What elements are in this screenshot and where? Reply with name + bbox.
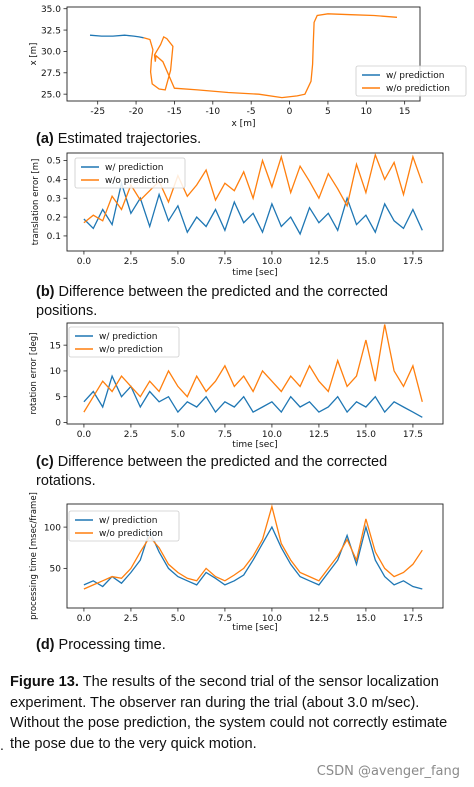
caption-b-text: Difference between the predicted and the… [36,284,388,319]
chart-3-series-1-line [83,374,423,418]
chart-2-x-tick-label: 5.0 [171,257,186,267]
chart-2-x-tick-label: 7.5 [218,257,232,267]
chart-2-y-tick-label: 0.1 [47,232,61,242]
chart-4-legend-label-1: w/ prediction [99,516,157,526]
chart-4-x-axis-label: time [sec] [232,623,277,633]
chart-4-x-tick-label: 7.5 [218,614,232,624]
chart-2-legend-label-1: w/ prediction [105,163,163,173]
chart-1-series-1-line [89,34,144,39]
chart-4-plot-frame [66,503,444,609]
chart-3-legend-label-2: w/o prediction [99,345,163,355]
figure-caption: Figure 13. The results of the second tri… [10,672,460,754]
chart-2-x-tick-label: 2.5 [124,257,138,267]
caption-d-tag: (d) [36,637,55,653]
caption-a-text: Estimated trajectories. [53,131,202,147]
caption-d: (d) Processing time. [36,636,426,655]
figure-caption-text: The results of the second trial of the s… [10,674,448,752]
chart-1-x-tick-label: -5 [247,107,256,117]
chart-2-series-2-line [83,153,423,224]
chart-2-series-1-line [83,180,423,236]
margin-mark: . [0,737,4,753]
chart-4-x-tick-label: 0.0 [77,614,92,624]
chart-3-y-axis-label: rotation error [deg] [29,333,39,415]
caption-b-tag: (b) [36,284,55,300]
chart-4-x-tick-label: 10.0 [262,614,282,624]
chart-1-y-tick-label: 25.0 [41,90,61,100]
chart-3-legend-label-1: w/ prediction [99,332,157,342]
chart-1-x-tick-label: -10 [205,107,220,117]
caption-b: (b) Difference between the predicted and… [36,283,426,321]
chart-4-x-tick-label: 5.0 [171,614,186,624]
chart-1-y-tick-label: 27.5 [41,69,61,79]
chart-1-series-2-line [143,13,398,99]
chart-2-x-tick-label: 12.5 [309,257,329,267]
chart-3-series-2-line [83,324,423,413]
chart-1-y-tick-label: 32.5 [41,26,61,36]
chart-3-x-tick-label: 5.0 [171,430,186,440]
chart-4-x-tick-label: 12.5 [309,614,329,624]
chart-3-plot-frame [66,322,444,425]
chart-4-y-axis-label: processing time [msec/frame] [29,492,39,620]
chart-2-y-tick-label: 0.2 [47,213,61,223]
chart-2-y-axis-label: translation error [m] [31,159,41,246]
caption-c-text: Difference between the predicted and the… [36,454,388,489]
chart-3-x-tick-label: 15.0 [356,430,376,440]
chart-1-legend-label-2: w/o prediction [386,84,450,94]
caption-a-tag: (a) [36,131,54,147]
caption-c-tag: (c) [36,454,54,470]
watermark: CSDN @avenger_fang [316,764,460,779]
chart-1-x-tick-label: -20 [129,107,144,117]
chart-3-y-tick-label: 10 [50,367,62,377]
chart-1-y-tick-label: 35.0 [41,5,61,15]
chart-3-y-tick-label: 0 [55,419,61,429]
chart-4-x-tick-label: 17.5 [403,614,423,624]
chart-1-x-tick-label: 0 [287,107,293,117]
chart-3-x-tick-label: 10.0 [262,430,282,440]
chart-2-legend-label-2: w/o prediction [105,176,169,186]
chart-3-x-tick-label: 7.5 [218,430,232,440]
chart-1-y-axis-label: x [m] [29,43,39,66]
chart-1-x-tick-label: 5 [325,107,331,117]
chart-2-legend-box [74,157,186,189]
chart-1-x-tick-label: -25 [90,107,105,117]
chart-3-y-tick-label: 5 [55,393,61,403]
chart-2-plot-frame [66,152,444,252]
chart-2-x-tick-label: 17.5 [403,257,423,267]
chart-4-y-tick-label: 50 [50,565,62,575]
chart-4-legend-label-2: w/o prediction [99,529,163,539]
chart-4-series-1-line [83,524,423,590]
chart-4-legend-box [68,510,180,542]
chart-3-x-tick-label: 12.5 [309,430,329,440]
caption-a: (a) Estimated trajectories. [36,130,456,149]
chart-4-y-tick-label: 100 [44,523,61,533]
chart-3-legend-box [68,326,180,358]
chart-3-x-axis-label: time [sec] [232,440,277,450]
chart-1-plot-frame [66,6,421,102]
chart-1-legend-box [355,65,467,97]
chart-4-series-2-line [83,504,423,590]
chart-1-legend-label-1: w/ prediction [386,71,444,81]
chart-2-x-axis-label: time [sec] [232,268,277,278]
chart-1-x-tick-label: 15 [399,107,410,117]
chart-3-x-tick-label: 2.5 [124,430,138,440]
chart-2-y-tick-label: 0.5 [47,157,61,167]
chart-1-y-tick-label: 30.0 [41,48,61,58]
chart-2-x-tick-label: 10.0 [262,257,282,267]
figure-caption-tag: Figure 13. [10,674,79,690]
chart-3-y-tick-label: 15 [50,341,61,351]
caption-c: (c) Difference between the predicted and… [36,453,426,491]
caption-d-text: Processing time. [54,637,166,653]
chart-2-x-tick-label: 0.0 [77,257,92,267]
chart-2-x-tick-label: 15.0 [356,257,376,267]
chart-4-x-tick-label: 2.5 [124,614,138,624]
chart-1-x-axis-label: x [m] [232,119,256,129]
chart-1-x-tick-label: -15 [167,107,182,117]
chart-1-x-tick-label: 10 [361,107,373,117]
chart-4-x-tick-label: 15.0 [356,614,376,624]
chart-2-y-tick-label: 0.4 [47,176,62,186]
chart-3-x-tick-label: 0.0 [77,430,92,440]
chart-3-x-tick-label: 17.5 [403,430,423,440]
chart-2-y-tick-label: 0.3 [47,194,61,204]
